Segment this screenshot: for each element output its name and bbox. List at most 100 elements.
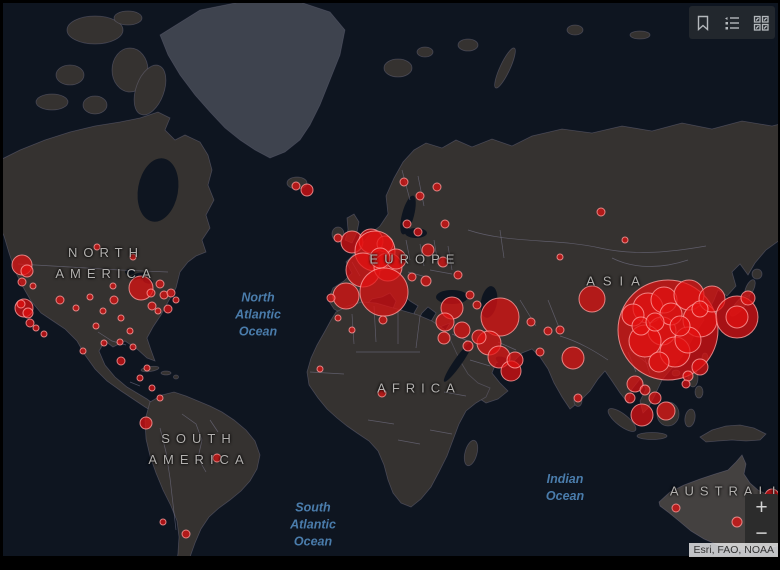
case-bubble[interactable] bbox=[378, 315, 388, 325]
case-bubble[interactable] bbox=[16, 299, 26, 309]
case-bubble[interactable] bbox=[691, 300, 709, 318]
case-bubble[interactable] bbox=[148, 384, 156, 392]
case-bubble[interactable] bbox=[480, 297, 520, 337]
case-bubble[interactable] bbox=[402, 219, 412, 229]
case-bubble[interactable] bbox=[129, 343, 137, 351]
case-bubble[interactable] bbox=[99, 307, 107, 315]
case-bubble[interactable] bbox=[626, 375, 644, 393]
case-bubble[interactable] bbox=[432, 182, 442, 192]
case-bubble[interactable] bbox=[316, 365, 324, 373]
case-bubble[interactable] bbox=[100, 339, 108, 347]
case-bubble[interactable] bbox=[624, 392, 636, 404]
case-bubbles-layer[interactable] bbox=[11, 177, 779, 539]
case-bubble[interactable] bbox=[578, 285, 606, 313]
case-bubble[interactable] bbox=[543, 326, 553, 336]
case-bubble[interactable] bbox=[291, 181, 301, 191]
case-bubble[interactable] bbox=[555, 325, 565, 335]
case-bubble[interactable] bbox=[109, 295, 119, 305]
zoom-out-button[interactable]: − bbox=[755, 521, 768, 545]
case-bubble[interactable] bbox=[166, 288, 176, 298]
case-bubble[interactable] bbox=[29, 282, 37, 290]
case-bubble[interactable] bbox=[681, 379, 691, 389]
case-bubble[interactable] bbox=[656, 401, 676, 421]
legend-button[interactable] bbox=[721, 12, 743, 34]
case-bubble[interactable] bbox=[116, 338, 124, 346]
case-bubble[interactable] bbox=[40, 330, 48, 338]
case-bubble[interactable] bbox=[740, 290, 756, 306]
case-bubble[interactable] bbox=[669, 315, 691, 337]
case-bubble[interactable] bbox=[154, 307, 162, 315]
case-bubble[interactable] bbox=[326, 293, 336, 303]
case-bubble[interactable] bbox=[462, 340, 474, 352]
case-bubble[interactable] bbox=[147, 301, 157, 311]
case-bubble[interactable] bbox=[471, 329, 487, 345]
case-bubble[interactable] bbox=[72, 304, 80, 312]
case-bubble[interactable] bbox=[22, 307, 34, 319]
case-bubble[interactable] bbox=[465, 290, 475, 300]
case-bubble[interactable] bbox=[421, 243, 435, 257]
case-bubble[interactable] bbox=[129, 253, 137, 261]
case-bubble[interactable] bbox=[621, 236, 629, 244]
case-bubble[interactable] bbox=[437, 331, 451, 345]
case-bubble[interactable] bbox=[348, 326, 356, 334]
case-bubble[interactable] bbox=[645, 312, 665, 332]
case-bubble[interactable] bbox=[92, 322, 100, 330]
case-bubble[interactable] bbox=[143, 364, 151, 372]
case-bubble[interactable] bbox=[212, 453, 222, 463]
case-bubble[interactable] bbox=[86, 293, 94, 301]
case-bubble[interactable] bbox=[163, 304, 173, 314]
case-bubble[interactable] bbox=[437, 256, 449, 268]
case-bubble[interactable] bbox=[453, 270, 463, 280]
case-bubble[interactable] bbox=[79, 347, 87, 355]
case-bubble[interactable] bbox=[648, 391, 662, 405]
case-bubble[interactable] bbox=[146, 288, 156, 298]
case-bubble[interactable] bbox=[535, 347, 545, 357]
case-bubble[interactable] bbox=[139, 416, 153, 430]
case-bubble[interactable] bbox=[116, 356, 126, 366]
case-bubble[interactable] bbox=[415, 191, 425, 201]
case-bubble[interactable] bbox=[561, 346, 585, 370]
case-bubble[interactable] bbox=[126, 327, 134, 335]
case-bubble[interactable] bbox=[440, 219, 450, 229]
case-bubble[interactable] bbox=[435, 312, 455, 332]
case-bubble[interactable] bbox=[117, 314, 125, 322]
case-bubble[interactable] bbox=[407, 272, 417, 282]
case-bubble[interactable] bbox=[155, 279, 165, 289]
case-bubble[interactable] bbox=[648, 351, 670, 373]
case-bubble[interactable] bbox=[556, 253, 564, 261]
case-bubble[interactable] bbox=[359, 267, 409, 317]
case-bubble[interactable] bbox=[334, 314, 342, 322]
case-bubble[interactable] bbox=[596, 207, 606, 217]
case-bubble[interactable] bbox=[159, 518, 167, 526]
case-bubble[interactable] bbox=[332, 282, 360, 310]
case-bubble[interactable] bbox=[93, 243, 101, 251]
case-bubble[interactable] bbox=[691, 358, 709, 376]
case-bubble[interactable] bbox=[639, 384, 651, 396]
case-bubble[interactable] bbox=[399, 177, 409, 187]
zoom-in-button[interactable]: + bbox=[755, 495, 768, 519]
case-bubble[interactable] bbox=[453, 321, 471, 339]
case-bubble[interactable] bbox=[156, 394, 164, 402]
case-bubble[interactable] bbox=[682, 370, 694, 382]
case-bubble[interactable] bbox=[333, 233, 343, 243]
case-bubble[interactable] bbox=[109, 282, 117, 290]
case-bubble[interactable] bbox=[731, 516, 743, 528]
case-bubble[interactable] bbox=[32, 324, 40, 332]
bookmark-button[interactable] bbox=[692, 12, 714, 34]
case-bubble[interactable] bbox=[573, 393, 583, 403]
case-bubble[interactable] bbox=[671, 503, 681, 513]
case-bubble[interactable] bbox=[725, 305, 749, 329]
case-bubble[interactable] bbox=[413, 227, 423, 237]
case-bubble[interactable] bbox=[377, 388, 387, 398]
case-bubble[interactable] bbox=[630, 403, 654, 427]
basemap-button[interactable] bbox=[750, 12, 772, 34]
case-bubble[interactable] bbox=[506, 351, 524, 369]
case-bubble[interactable] bbox=[526, 317, 536, 327]
case-bubble[interactable] bbox=[172, 296, 180, 304]
case-bubble[interactable] bbox=[420, 275, 432, 287]
case-bubble[interactable] bbox=[181, 529, 191, 539]
case-bubble[interactable] bbox=[17, 277, 27, 287]
case-bubble[interactable] bbox=[55, 295, 65, 305]
